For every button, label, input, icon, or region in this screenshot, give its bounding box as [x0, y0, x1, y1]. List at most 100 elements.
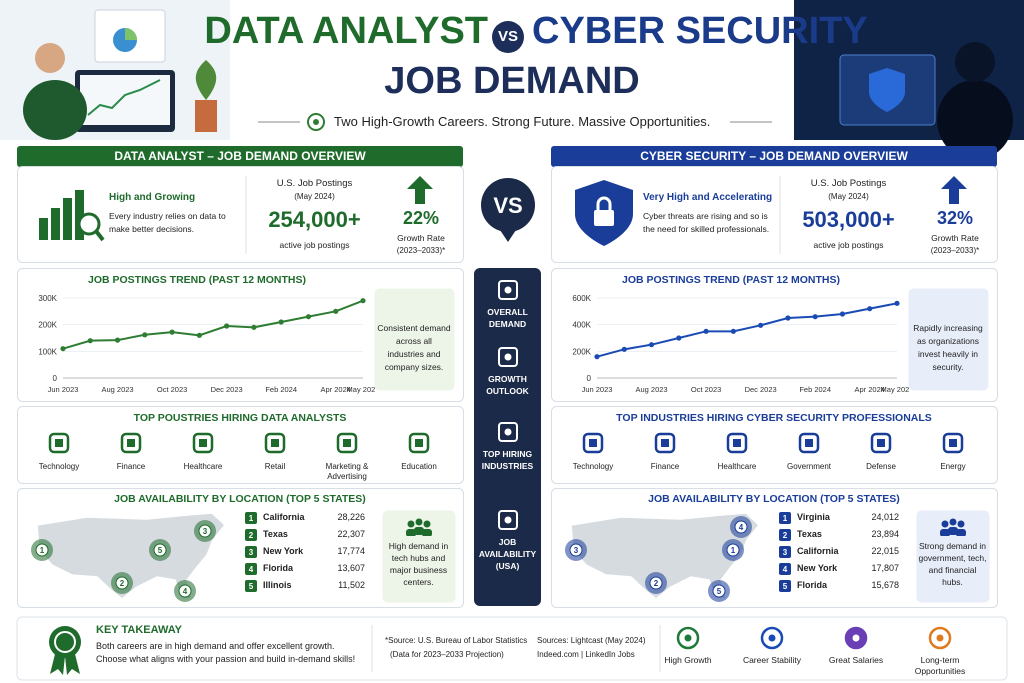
rank-badge	[779, 529, 791, 541]
industry-icon-core	[733, 439, 741, 447]
state-marker-label: 1	[40, 546, 45, 555]
state-count: 22,015	[871, 546, 899, 556]
trend-line	[596, 302, 898, 358]
trend-note-box	[908, 288, 989, 391]
state-name: California	[263, 512, 305, 522]
industry-icon-core	[877, 439, 885, 447]
y-tick-label: 100K	[38, 347, 57, 356]
trend-point	[648, 342, 655, 348]
y-tick-label: 600K	[572, 294, 591, 303]
state-marker	[35, 543, 49, 557]
state-marker-label: 2	[654, 579, 659, 588]
postings-note: active job postings	[279, 240, 350, 250]
benefit-icon	[844, 626, 868, 650]
industry-icon-core	[589, 439, 597, 447]
benefit-icon	[760, 626, 784, 650]
trend-box	[17, 268, 464, 402]
industry-label: Technology	[38, 462, 80, 471]
middle-label: GROWTH OUTLOOK	[486, 374, 529, 396]
trend-point	[60, 346, 66, 352]
trend-box	[551, 268, 998, 402]
benefit-icon	[676, 626, 700, 650]
state-count: 13,607	[337, 563, 365, 573]
tagline: Two High-Growth Careers. Strong Future. …	[334, 114, 711, 129]
icon-lens	[77, 212, 101, 236]
state-marker-label: 5	[158, 546, 163, 555]
industry-label: Energy	[940, 462, 966, 471]
overview-icon	[39, 190, 105, 242]
growth-arrow	[941, 176, 967, 204]
ribbon-icon	[49, 626, 81, 675]
icon-lock-loop	[596, 196, 612, 210]
person-body	[956, 529, 966, 536]
trend-point	[114, 337, 121, 343]
title-right: CYBER SECURITY	[532, 10, 868, 52]
trend-point	[224, 323, 230, 329]
trend-point	[333, 308, 339, 314]
rank-badge: 1	[779, 512, 791, 524]
person-body	[406, 529, 416, 536]
person-head	[423, 520, 431, 528]
state-name: New York	[263, 546, 304, 556]
icon-bar	[51, 208, 60, 240]
overview-header-bar	[551, 146, 997, 167]
divider	[779, 176, 781, 254]
trend-point	[196, 332, 202, 338]
person-body	[940, 529, 950, 536]
us-map: 1 2 3 4 5	[31, 512, 227, 602]
industry-icon	[870, 432, 892, 454]
overview-desc: Every industry relies on data to make be…	[109, 211, 226, 234]
industry-icon	[264, 432, 286, 454]
growth-period: (2023–2033)*	[930, 246, 980, 255]
growth-arrow	[941, 176, 967, 204]
icon-handle	[94, 229, 105, 242]
source-1-note: (Data for 2023–2033 Projection)	[390, 650, 504, 659]
benefit-label: Career Stability	[742, 655, 802, 665]
trend-note: Rapidly increasing as organizations inve…	[913, 323, 983, 372]
industry-icon-core	[271, 439, 279, 447]
industry-icon	[192, 432, 214, 454]
state-marker	[649, 576, 663, 590]
takeaway-title: KEY TAKEAWAY	[96, 624, 182, 636]
location-note-box	[916, 510, 990, 603]
location-note-box	[916, 510, 990, 603]
state-count: 24,012	[871, 512, 899, 522]
industry-label: Finance	[116, 462, 146, 471]
benefit-icon-core	[936, 634, 944, 642]
industry-icon	[654, 432, 676, 454]
person-body	[422, 529, 432, 536]
people-icon	[940, 518, 966, 536]
person-head	[35, 43, 65, 73]
industry-icon	[726, 432, 748, 454]
state-name: Texas	[263, 529, 288, 539]
hood	[955, 42, 995, 82]
person-head	[949, 518, 957, 526]
state-count: 22,307	[337, 529, 365, 539]
y-tick-label: 0	[53, 374, 58, 383]
shield	[869, 68, 905, 112]
middle-icon	[498, 510, 518, 530]
location-title: JOB AVAILABILITY BY LOCATION (TOP 5 STAT…	[648, 493, 900, 505]
overview-status: Very High and Accelerating	[643, 192, 773, 203]
industry-label: Retail	[264, 462, 286, 471]
location-note: Strong demand in government, tech, and f…	[918, 541, 987, 587]
industry-label: Education	[401, 462, 437, 471]
x-tick-label: Feb 2024	[265, 385, 297, 394]
trend-box	[17, 268, 464, 402]
industries-box	[551, 406, 998, 484]
middle-icon	[498, 280, 518, 300]
growth-arrow	[407, 176, 433, 204]
trend-point	[251, 324, 257, 330]
y-tick-label: 300K	[38, 294, 57, 303]
x-tick-label: Aug 2023	[635, 385, 667, 394]
trend-point	[703, 328, 709, 334]
middle-icon-dot	[504, 428, 512, 436]
industry-label: Healthcare	[717, 462, 757, 471]
rank-label: 3	[249, 548, 254, 557]
x-tick-label: Feb 2024	[799, 385, 831, 394]
middle-column	[474, 268, 541, 606]
postings-label: U.S. Job Postings	[810, 178, 887, 189]
overview-status: High and Growing	[109, 192, 196, 203]
postings-date: (May 2024)	[828, 192, 869, 201]
trend-point	[839, 311, 846, 317]
